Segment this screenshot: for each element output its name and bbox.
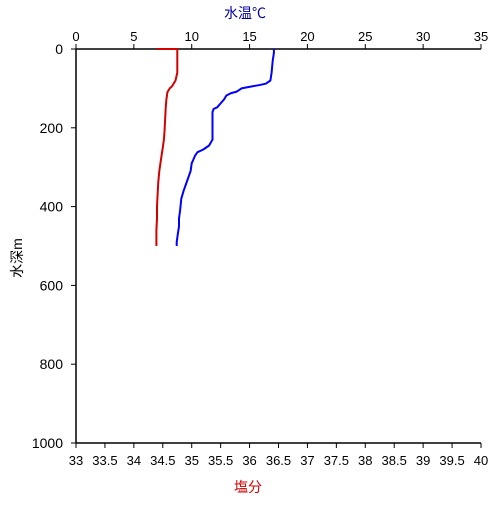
x-bottom-tick-label: 34.5 [150,453,175,468]
x-top-tick-label: 0 [72,29,79,44]
x-top-tick-label: 35 [474,29,488,44]
x-bottom-tick-label: 40 [474,453,488,468]
x-bottom-tick-label: 39.5 [439,453,464,468]
x-bottom-tick-label: 37 [300,453,314,468]
x-bottom-tick-label: 35.5 [208,453,233,468]
x-bottom-tick-label: 37.5 [324,453,349,468]
series-group [155,48,275,246]
x-bottom-axis-label: 塩分 [234,479,262,495]
x-top-tick-label: 20 [300,29,314,44]
y-tick-label: 600 [40,277,64,293]
temperature-series-line [175,49,275,246]
x-top-tick-label: 15 [242,29,256,44]
x-top-tick-label: 10 [184,29,198,44]
y-tick-label: 400 [40,199,64,215]
x-top-tick-label: 30 [416,29,430,44]
y-tick-label: 0 [55,41,63,57]
x-top-tick-label: 25 [358,29,372,44]
x-bottom-tick-label: 35 [184,453,198,468]
x-bottom-tick-label: 33 [69,453,83,468]
axes-group: 0 5 10 15 20 25 30 35 33 33.5 34 34.5 35 35.5 36 36.5 37… [32,29,488,468]
x-top-tick-label: 5 [130,29,137,44]
x-bottom-tick-label: 38.5 [382,453,407,468]
x-bottom-tick-label: 38 [358,453,372,468]
y-tick-label: 1000 [32,435,63,451]
x-bottom-tick-label: 33.5 [92,453,117,468]
y-tick-label: 800 [40,356,64,372]
y-tick-label: 200 [40,120,64,136]
salinity-series-line [155,48,179,246]
x-bottom-tick-label: 39 [416,453,430,468]
x-bottom-tick-label: 36 [242,453,256,468]
x-bottom-tick-label: 36.5 [266,453,291,468]
y-axis-label: 水深m [9,238,25,278]
x-bottom-tick-label: 34 [127,453,141,468]
x-top-axis-label: 水温℃ [224,5,266,21]
